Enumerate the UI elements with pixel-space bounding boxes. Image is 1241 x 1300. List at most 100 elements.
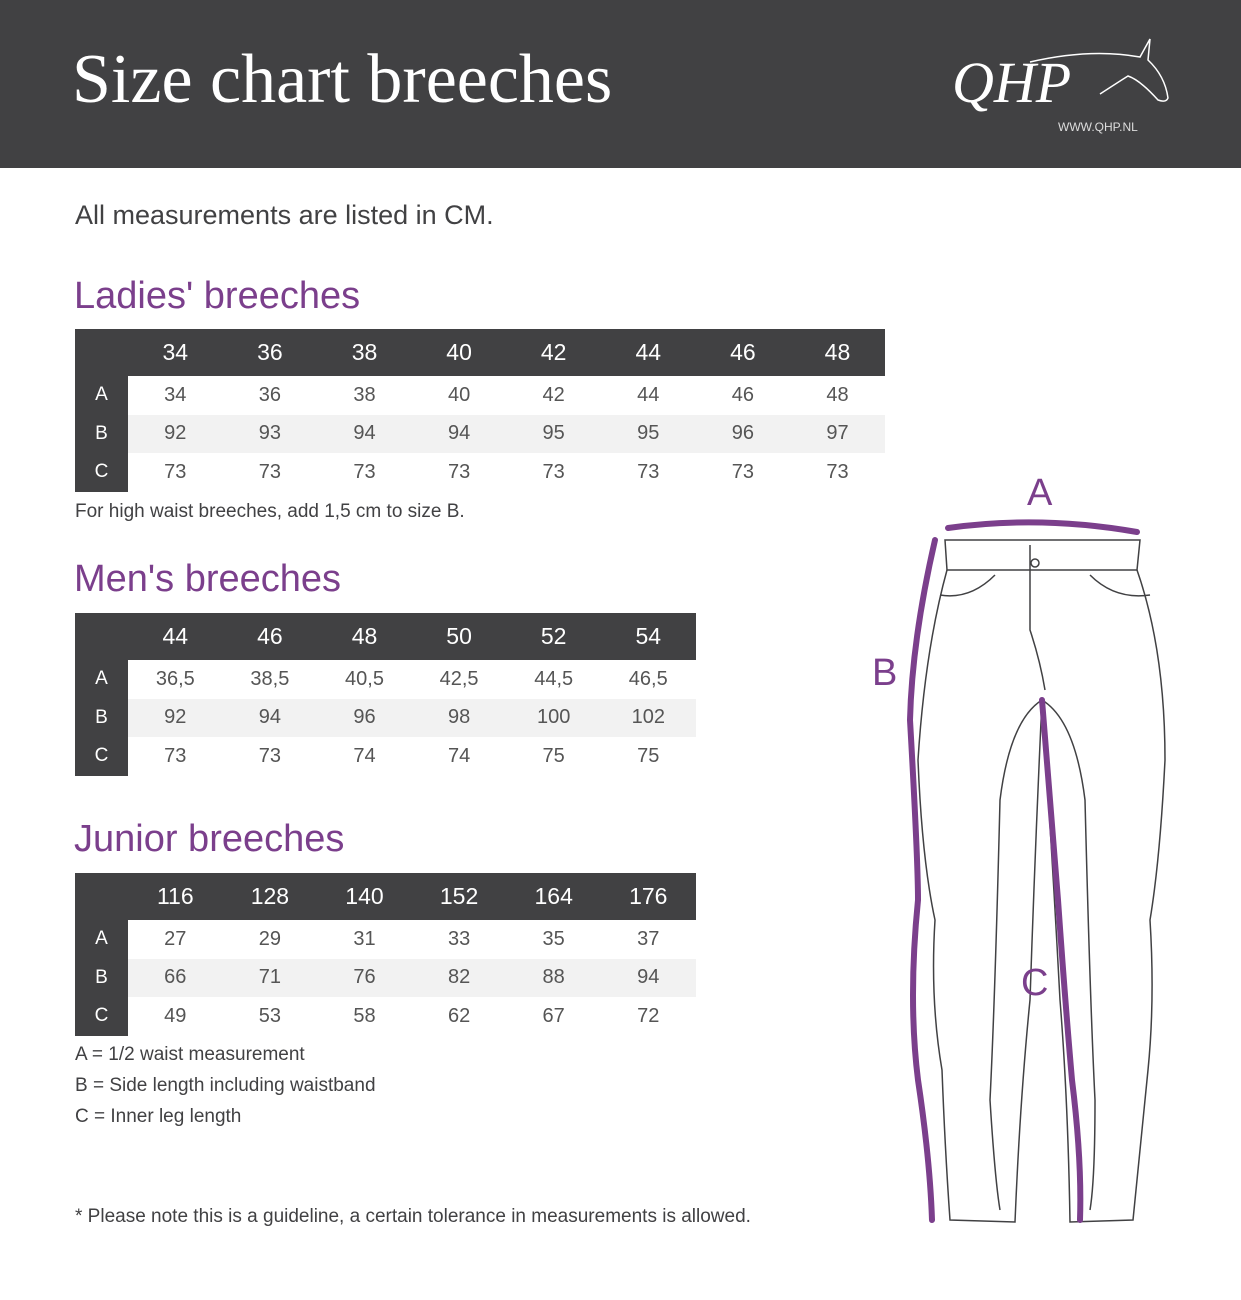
measurement-cell: 94 xyxy=(317,414,412,453)
row-label: B xyxy=(75,698,128,737)
row-label: C xyxy=(75,453,128,492)
footnote: * Please note this is a guideline, a cer… xyxy=(75,1206,751,1227)
table-row: B 92 93 94 94 95 95 96 97 xyxy=(75,414,885,453)
measurement-cell: 46 xyxy=(731,383,754,406)
measurement-cell: 73 xyxy=(542,460,565,483)
size-header: 44 xyxy=(128,613,223,660)
row-label: C xyxy=(75,737,128,776)
measurement-cell: 96 xyxy=(695,414,791,453)
legend-b: B = Side length including waistband xyxy=(75,1075,376,1096)
measurement-cell: 42,5 xyxy=(439,667,479,690)
measurement-cell: 44,5 xyxy=(534,667,574,690)
legend-a: A = 1/2 waist measurement xyxy=(75,1044,305,1065)
ladies-title: Ladies' breeches xyxy=(74,275,361,317)
label-a: A xyxy=(1027,472,1053,514)
size-header: 176 xyxy=(600,873,696,920)
measurement-cell: 58 xyxy=(353,1004,376,1027)
breeches-diagram: A B C xyxy=(872,472,1166,1223)
row-label: A xyxy=(75,660,128,699)
size-header: 128 xyxy=(222,873,318,920)
measurement-cell: 62 xyxy=(447,1004,471,1027)
measurement-cell: 93 xyxy=(222,414,318,453)
row-label: A xyxy=(75,376,128,415)
measurement-cell: 31 xyxy=(353,927,376,950)
measurement-cell: 36 xyxy=(258,383,282,406)
size-header: 34 xyxy=(128,329,223,376)
size-header: 36 xyxy=(222,329,318,376)
qhp-logo: QHP xyxy=(952,38,1169,115)
measurement-cell: 66 xyxy=(128,958,223,997)
header-banner: Size chart breeches QHP WWW.QHP.NL xyxy=(0,0,1241,168)
measurement-cell: 94 xyxy=(222,698,318,737)
measurement-cell: 27 xyxy=(164,927,187,950)
measurement-cell: 75 xyxy=(542,744,565,767)
measurement-cell: 37 xyxy=(637,927,660,950)
measurement-cell: 73 xyxy=(164,460,187,483)
table-row: C 73 73 73 73 73 73 73 73 xyxy=(75,453,885,492)
measurement-cell: 71 xyxy=(222,958,318,997)
size-header: 50 xyxy=(411,613,507,660)
corner-cell xyxy=(75,613,128,660)
measurement-cell: 42 xyxy=(542,383,565,406)
table-row: B 92 94 96 98 100 102 xyxy=(75,698,696,737)
label-b: B xyxy=(872,652,897,694)
mens-title: Men's breeches xyxy=(74,558,342,600)
measurement-cell: 40,5 xyxy=(345,667,384,690)
measurement-cell: 29 xyxy=(258,927,282,950)
size-header: 152 xyxy=(411,873,507,920)
corner-cell xyxy=(75,873,128,920)
junior-title: Junior breeches xyxy=(74,818,345,860)
measurement-cell: 96 xyxy=(317,698,412,737)
measurement-cell: 73 xyxy=(637,460,660,483)
header-row: 116 128 140 152 164 176 xyxy=(75,873,696,920)
measurement-cell: 73 xyxy=(826,460,849,483)
ladies-note: For high waist breeches, add 1,5 cm to s… xyxy=(75,501,465,522)
measurement-cell: 95 xyxy=(600,414,696,453)
logo-text: QHP xyxy=(952,50,1071,115)
table-row: C 49 53 58 62 67 72 xyxy=(75,997,696,1036)
measurement-cell: 94 xyxy=(600,958,696,997)
measurement-cell: 73 xyxy=(258,744,282,767)
units-note: All measurements are listed in CM. xyxy=(75,200,494,230)
measurement-cell: 53 xyxy=(258,1004,282,1027)
size-header: 42 xyxy=(506,329,601,376)
measurement-cell: 102 xyxy=(600,698,696,737)
measurement-cell: 72 xyxy=(637,1004,660,1027)
measurement-cell: 40 xyxy=(447,383,471,406)
page-title: Size chart breeches xyxy=(72,41,613,118)
size-header: 140 xyxy=(317,873,412,920)
measurement-cell: 75 xyxy=(637,744,660,767)
row-label: B xyxy=(75,414,128,453)
size-header: 38 xyxy=(317,329,412,376)
header-row: 34 36 38 40 42 44 46 48 xyxy=(75,329,885,376)
table-row: B 66 71 76 82 88 94 xyxy=(75,958,696,997)
size-header: 46 xyxy=(695,329,791,376)
measurement-cell: 74 xyxy=(353,744,376,767)
measurement-cell: 49 xyxy=(164,1004,187,1027)
row-label: B xyxy=(75,958,128,997)
measurement-cell: 34 xyxy=(164,383,187,406)
measurement-cell: 46,5 xyxy=(628,667,668,690)
measurement-cell: 97 xyxy=(790,414,885,453)
measurement-cell: 82 xyxy=(411,958,507,997)
measurement-cell: 44 xyxy=(637,383,660,406)
measurement-cell: 36,5 xyxy=(155,667,195,690)
measurement-cell: 73 xyxy=(447,460,471,483)
size-header: 54 xyxy=(600,613,696,660)
table-row: C 73 73 74 74 75 75 xyxy=(75,737,696,776)
size-header: 164 xyxy=(506,873,601,920)
measurement-cell: 92 xyxy=(128,698,223,737)
measurement-cell: 38,5 xyxy=(250,667,290,690)
measurement-cell: 98 xyxy=(411,698,507,737)
size-header: 46 xyxy=(222,613,318,660)
measurement-cell: 48 xyxy=(826,383,849,406)
measurement-cell: 92 xyxy=(128,414,223,453)
measurement-cell: 74 xyxy=(447,744,471,767)
measurement-cell: 94 xyxy=(411,414,507,453)
size-header: 48 xyxy=(317,613,412,660)
measurement-cell: 33 xyxy=(447,927,471,950)
measurement-cell: 73 xyxy=(353,460,376,483)
measurement-cell: 73 xyxy=(164,744,187,767)
junior-size-table: 116 128 140 152 164 176 A 27 29 31 33 35 37 B 66 71 76 82… xyxy=(75,873,696,1036)
label-c: C xyxy=(1021,962,1048,1004)
